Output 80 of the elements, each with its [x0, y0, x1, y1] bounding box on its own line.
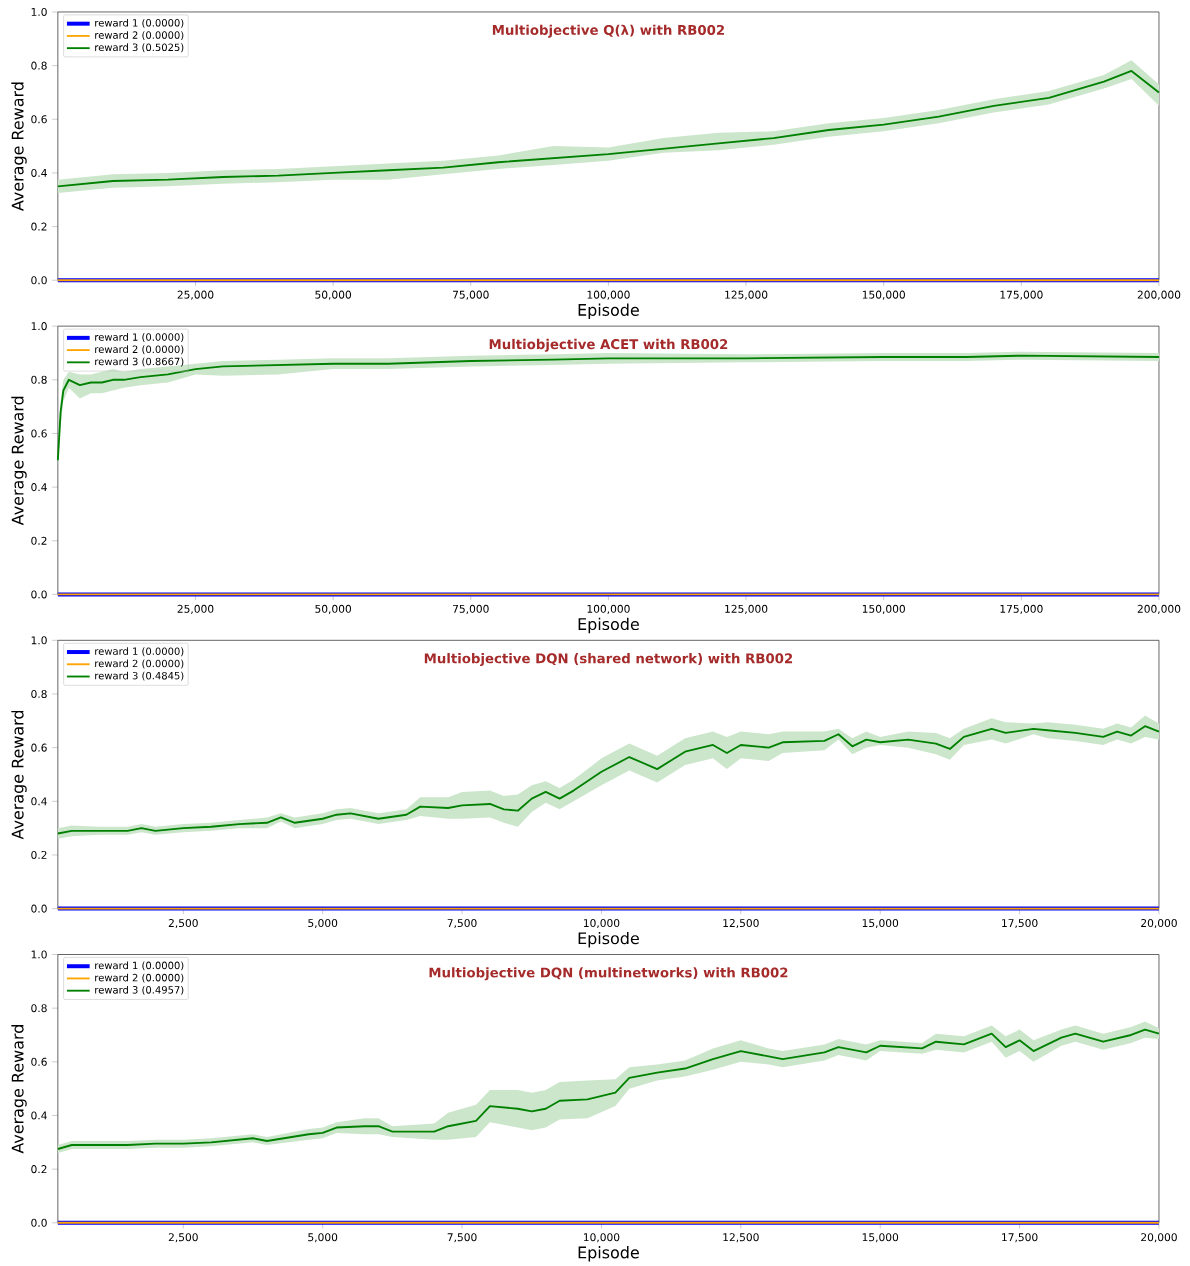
- y-tick-label: 0.4: [31, 483, 47, 492]
- y-tick-label: 0.0: [31, 904, 47, 913]
- y-tick-label: 1.0: [31, 636, 47, 645]
- legend-label: reward 1 (0.0000): [95, 961, 184, 971]
- legend-label: reward 3 (0.4957): [95, 985, 184, 995]
- legend-label: reward 3 (0.4845): [95, 671, 184, 681]
- y-tick-label: 1.0: [31, 322, 47, 331]
- text: Multiobjective DQN (multinetworks) with RB002: [429, 967, 788, 981]
- x-tick-label: 150,000: [862, 604, 905, 614]
- x-tick-label: 2,500: [168, 1233, 198, 1243]
- legend-label: reward 1 (0.0000): [95, 18, 184, 28]
- x-tick-label: 125,000: [725, 290, 768, 300]
- y-tick-label: 0.2: [31, 222, 47, 231]
- x-tick-label: 10,000: [583, 918, 620, 929]
- x-tick-label: 12,500: [723, 1233, 759, 1243]
- x-tick-label: 200,000: [1137, 290, 1181, 300]
- x-tick-label: 12,500: [723, 918, 759, 929]
- y-tick-label: 0.0: [31, 276, 47, 285]
- legend-label: reward 2 (0.0000): [95, 345, 184, 355]
- x-tick-label: 75,000: [452, 290, 489, 300]
- legend-label: reward 2 (0.0000): [95, 973, 184, 983]
- x-tick-label: 200,000: [1137, 604, 1181, 614]
- text: Multiobjective DQN (shared network) with RB002: [424, 653, 792, 667]
- x-axis-title: Episode: [578, 1246, 639, 1262]
- legend-label: reward 1 (0.0000): [95, 647, 184, 657]
- x-axis-title: Episode: [578, 303, 639, 320]
- y-tick-label: 1.0: [31, 7, 47, 16]
- x-tick-label: 5,000: [308, 918, 338, 929]
- x-tick-label: 7,500: [447, 918, 477, 929]
- y-tick-label: 0.8: [31, 1004, 47, 1013]
- y-tick-label: 0.6: [31, 1057, 47, 1066]
- text: Multiobjective Q(λ) with RB002: [492, 24, 724, 38]
- text: Multiobjective ACET with RB002: [489, 338, 728, 352]
- y-tick-label: 1.0: [31, 950, 47, 959]
- x-tick-label: 100,000: [587, 290, 630, 300]
- y-axis-title: Average Reward: [11, 82, 27, 211]
- x-axis-title: Episode: [578, 617, 639, 634]
- x-tick-label: 20,000: [1141, 1233, 1177, 1243]
- legend-label: reward 3 (0.5025): [95, 43, 184, 53]
- x-tick-label: 5,000: [308, 1233, 338, 1243]
- y-tick-label: 0.6: [31, 115, 47, 124]
- y-tick-label: 0.8: [31, 61, 47, 70]
- x-tick-label: 2,500: [168, 918, 198, 929]
- x-tick-label: 17,500: [1002, 918, 1038, 929]
- x-tick-label: 175,000: [1000, 604, 1043, 614]
- y-tick-label: 0.2: [31, 1165, 47, 1174]
- y-tick-label: 0.6: [31, 743, 47, 752]
- x-tick-label: 25,000: [177, 604, 214, 614]
- y-axis-title: Average Reward: [11, 396, 27, 526]
- x-tick-label: 150,000: [862, 290, 905, 300]
- x-tick-label: 25,000: [177, 290, 214, 300]
- y-tick-label: 0.0: [31, 590, 47, 599]
- x-tick-label: 75,000: [452, 604, 489, 614]
- legend-label: reward 1 (0.0000): [95, 333, 184, 342]
- y-tick-label: 0.4: [31, 797, 47, 806]
- x-tick-label: 7,500: [447, 1233, 477, 1243]
- legend-label: reward 2 (0.0000): [95, 659, 184, 669]
- legend-label: reward 3 (0.8667): [95, 357, 184, 367]
- y-axis-title: Average Reward: [11, 710, 27, 840]
- x-tick-label: 15,000: [862, 1233, 898, 1243]
- legend-label: reward 2 (0.0000): [95, 31, 184, 41]
- x-tick-label: 20,000: [1141, 918, 1177, 929]
- x-tick-label: 17,500: [1002, 1233, 1038, 1243]
- y-tick-label: 0.2: [31, 536, 47, 545]
- y-tick-label: 0.8: [31, 689, 47, 698]
- y-tick-label: 0.6: [31, 429, 47, 438]
- y-tick-label: 0.0: [31, 1218, 47, 1227]
- y-tick-label: 0.4: [31, 1111, 47, 1120]
- x-tick-label: 125,000: [725, 604, 768, 614]
- x-tick-label: 15,000: [862, 918, 898, 929]
- y-tick-label: 0.4: [31, 168, 47, 177]
- x-tick-label: 50,000: [315, 604, 351, 614]
- y-axis-title: Average Reward: [11, 1025, 27, 1154]
- x-tick-label: 10,000: [583, 1233, 620, 1243]
- x-axis-title: Episode: [578, 931, 639, 948]
- x-tick-label: 100,000: [587, 604, 630, 614]
- x-tick-label: 50,000: [315, 290, 351, 300]
- y-tick-label: 0.2: [31, 850, 47, 859]
- x-tick-label: 175,000: [1000, 290, 1043, 300]
- y-tick-label: 0.8: [31, 375, 47, 384]
